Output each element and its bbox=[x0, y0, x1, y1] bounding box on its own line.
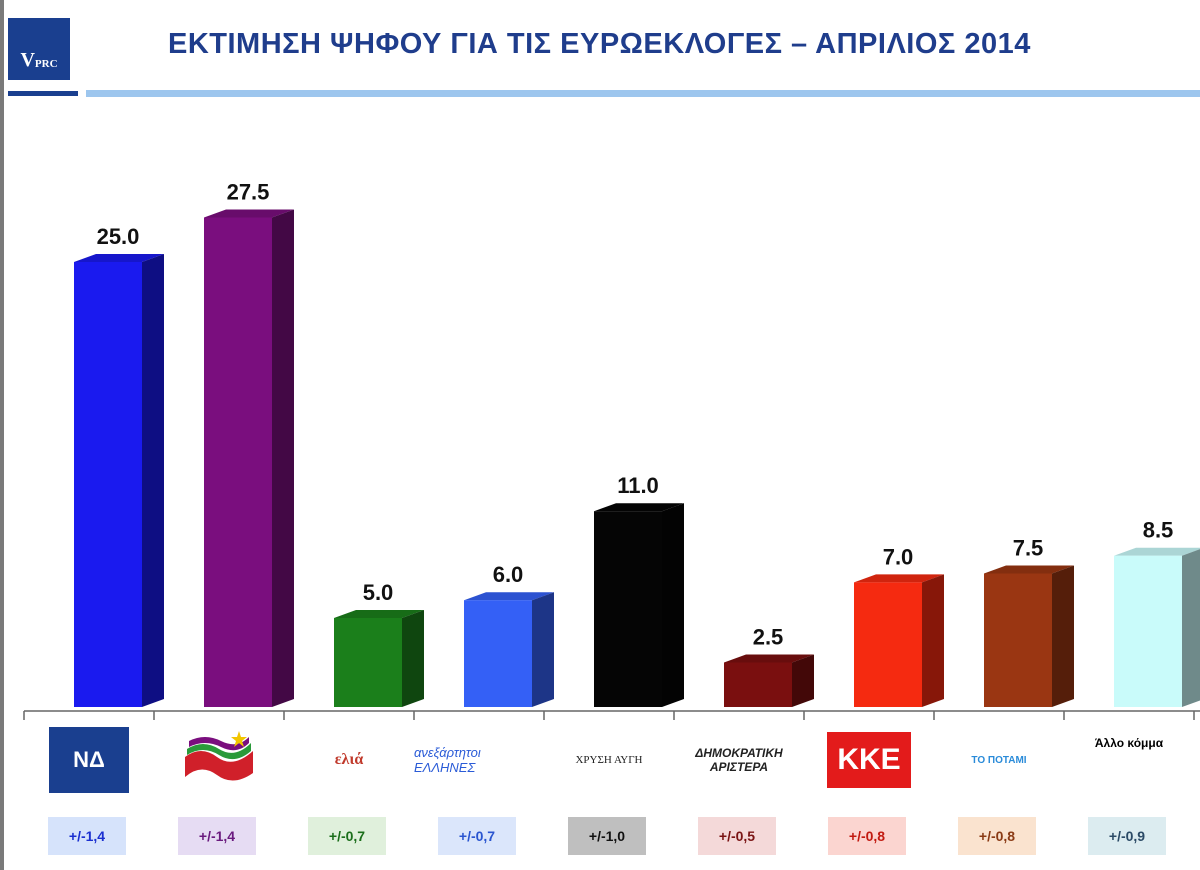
bar-top-face bbox=[334, 610, 424, 618]
bar-side-face bbox=[272, 209, 294, 707]
bar-top-face bbox=[1114, 547, 1200, 556]
bar-side-face bbox=[792, 654, 814, 707]
data-label: 6.0 bbox=[493, 562, 524, 587]
bar-4 bbox=[464, 592, 554, 707]
data-label: 2.5 bbox=[753, 625, 784, 650]
vprc-logo: V PRC bbox=[8, 18, 70, 80]
bar-7 bbox=[854, 574, 944, 707]
logo-letter: V bbox=[20, 49, 35, 71]
bar-9 bbox=[1114, 547, 1200, 707]
bar-front-face bbox=[594, 511, 662, 707]
bar-front-face bbox=[334, 618, 402, 707]
bar-2 bbox=[204, 209, 294, 707]
bar-top-face bbox=[204, 209, 294, 218]
margin-of-error-badge: +/-0,5 bbox=[698, 817, 776, 855]
bar-front-face bbox=[854, 582, 922, 707]
potami-logo: ΤΟ ΠΟΤΑΜΙ bbox=[971, 754, 1027, 766]
bar-3 bbox=[334, 610, 424, 707]
kke-logo: ΚΚΕ bbox=[827, 732, 911, 788]
left-edge-rule bbox=[0, 0, 4, 870]
bar-side-face bbox=[922, 574, 944, 707]
bar-top-face bbox=[464, 592, 554, 601]
margin-of-error-badge: +/-0,8 bbox=[828, 817, 906, 855]
margin-of-error-badge: +/-0,9 bbox=[1088, 817, 1166, 855]
bar-side-face bbox=[402, 610, 424, 707]
bar-5 bbox=[594, 503, 684, 707]
bar-side-face bbox=[1182, 549, 1200, 707]
data-label: 7.0 bbox=[883, 544, 914, 569]
party-logo-cell: ανεξάρτητοι ΕΛΛΗΝΕΣ bbox=[414, 720, 544, 800]
margin-of-error-badge: +/-1,0 bbox=[568, 817, 646, 855]
other-party: Άλλο κόμμα bbox=[1094, 736, 1164, 750]
bar-side-face bbox=[662, 503, 684, 707]
bar-top-face bbox=[594, 503, 684, 512]
bar-1 bbox=[74, 254, 164, 707]
bar-side-face bbox=[1052, 565, 1074, 707]
data-label: 5.0 bbox=[363, 580, 394, 605]
syriza-logo bbox=[185, 731, 253, 781]
title-rule bbox=[86, 90, 1200, 97]
logo-underline bbox=[8, 91, 78, 96]
bar-front-face bbox=[464, 600, 532, 707]
logo-rest: PRC bbox=[34, 58, 58, 70]
bar-top-face bbox=[724, 654, 814, 663]
party-logo-cell bbox=[154, 720, 284, 800]
bar-front-face bbox=[984, 573, 1052, 707]
bar-top-face bbox=[854, 574, 944, 583]
data-label: 25.0 bbox=[97, 224, 140, 249]
nd-logo: ΝΔ bbox=[49, 727, 129, 793]
data-label: 11.0 bbox=[617, 473, 659, 498]
party-logo-cell: ΤΟ ΠΟΤΑΜΙ bbox=[934, 720, 1064, 800]
margin-of-error-badge: +/-1,4 bbox=[48, 817, 126, 855]
bar-6 bbox=[724, 654, 814, 707]
data-label: 7.5 bbox=[1013, 536, 1044, 561]
bar-top-face bbox=[984, 565, 1074, 574]
margin-of-error-badge: +/-0,7 bbox=[308, 817, 386, 855]
xrysi-avgi-logo: ΧΡΥΣΗ ΑΥΓΗ bbox=[575, 754, 643, 766]
bar-front-face bbox=[1114, 555, 1182, 707]
bar-side-face bbox=[532, 592, 554, 707]
bar-top-face bbox=[74, 254, 164, 262]
party-logo-cell: ΔΗΜΟΚΡΑΤΙΚΗ ΑΡΙΣΤΕΡΑ bbox=[674, 720, 804, 800]
bar-8 bbox=[984, 565, 1074, 707]
dimar-logo: ΔΗΜΟΚΡΑΤΙΚΗ ΑΡΙΣΤΕΡΑ bbox=[695, 746, 783, 774]
data-label: 27.5 bbox=[227, 180, 270, 205]
elia-logo: ελιά bbox=[334, 751, 364, 768]
party-logo-cell: ΝΔ bbox=[24, 720, 154, 800]
party-logo-cell: ΚΚΕ bbox=[804, 720, 934, 800]
anexartitoi-logo: ανεξάρτητοι ΕΛΛΗΝΕΣ bbox=[414, 745, 481, 775]
bar-side-face bbox=[142, 254, 164, 707]
party-logo-cell: ΧΡΥΣΗ ΑΥΓΗ bbox=[544, 720, 674, 800]
bar-front-face bbox=[724, 662, 792, 707]
bar-front-face bbox=[74, 262, 142, 707]
margin-of-error-badge: +/-1,4 bbox=[178, 817, 256, 855]
bar-front-face bbox=[204, 217, 272, 707]
party-logo-cell: Άλλο κόμμα bbox=[1064, 720, 1194, 800]
page-title: ΕΚΤΙΜΗΣΗ ΨΗΦΟΥ ΓΙΑ ΤΙΣ ΕΥΡΩΕΚΛΟΓΕΣ – ΑΠΡ… bbox=[168, 28, 1031, 60]
party-logo-cell: ελιά bbox=[284, 720, 414, 800]
data-label: 8.5 bbox=[1143, 518, 1174, 543]
margin-of-error-badge: +/-0,7 bbox=[438, 817, 516, 855]
margin-of-error-badge: +/-0,8 bbox=[958, 817, 1036, 855]
